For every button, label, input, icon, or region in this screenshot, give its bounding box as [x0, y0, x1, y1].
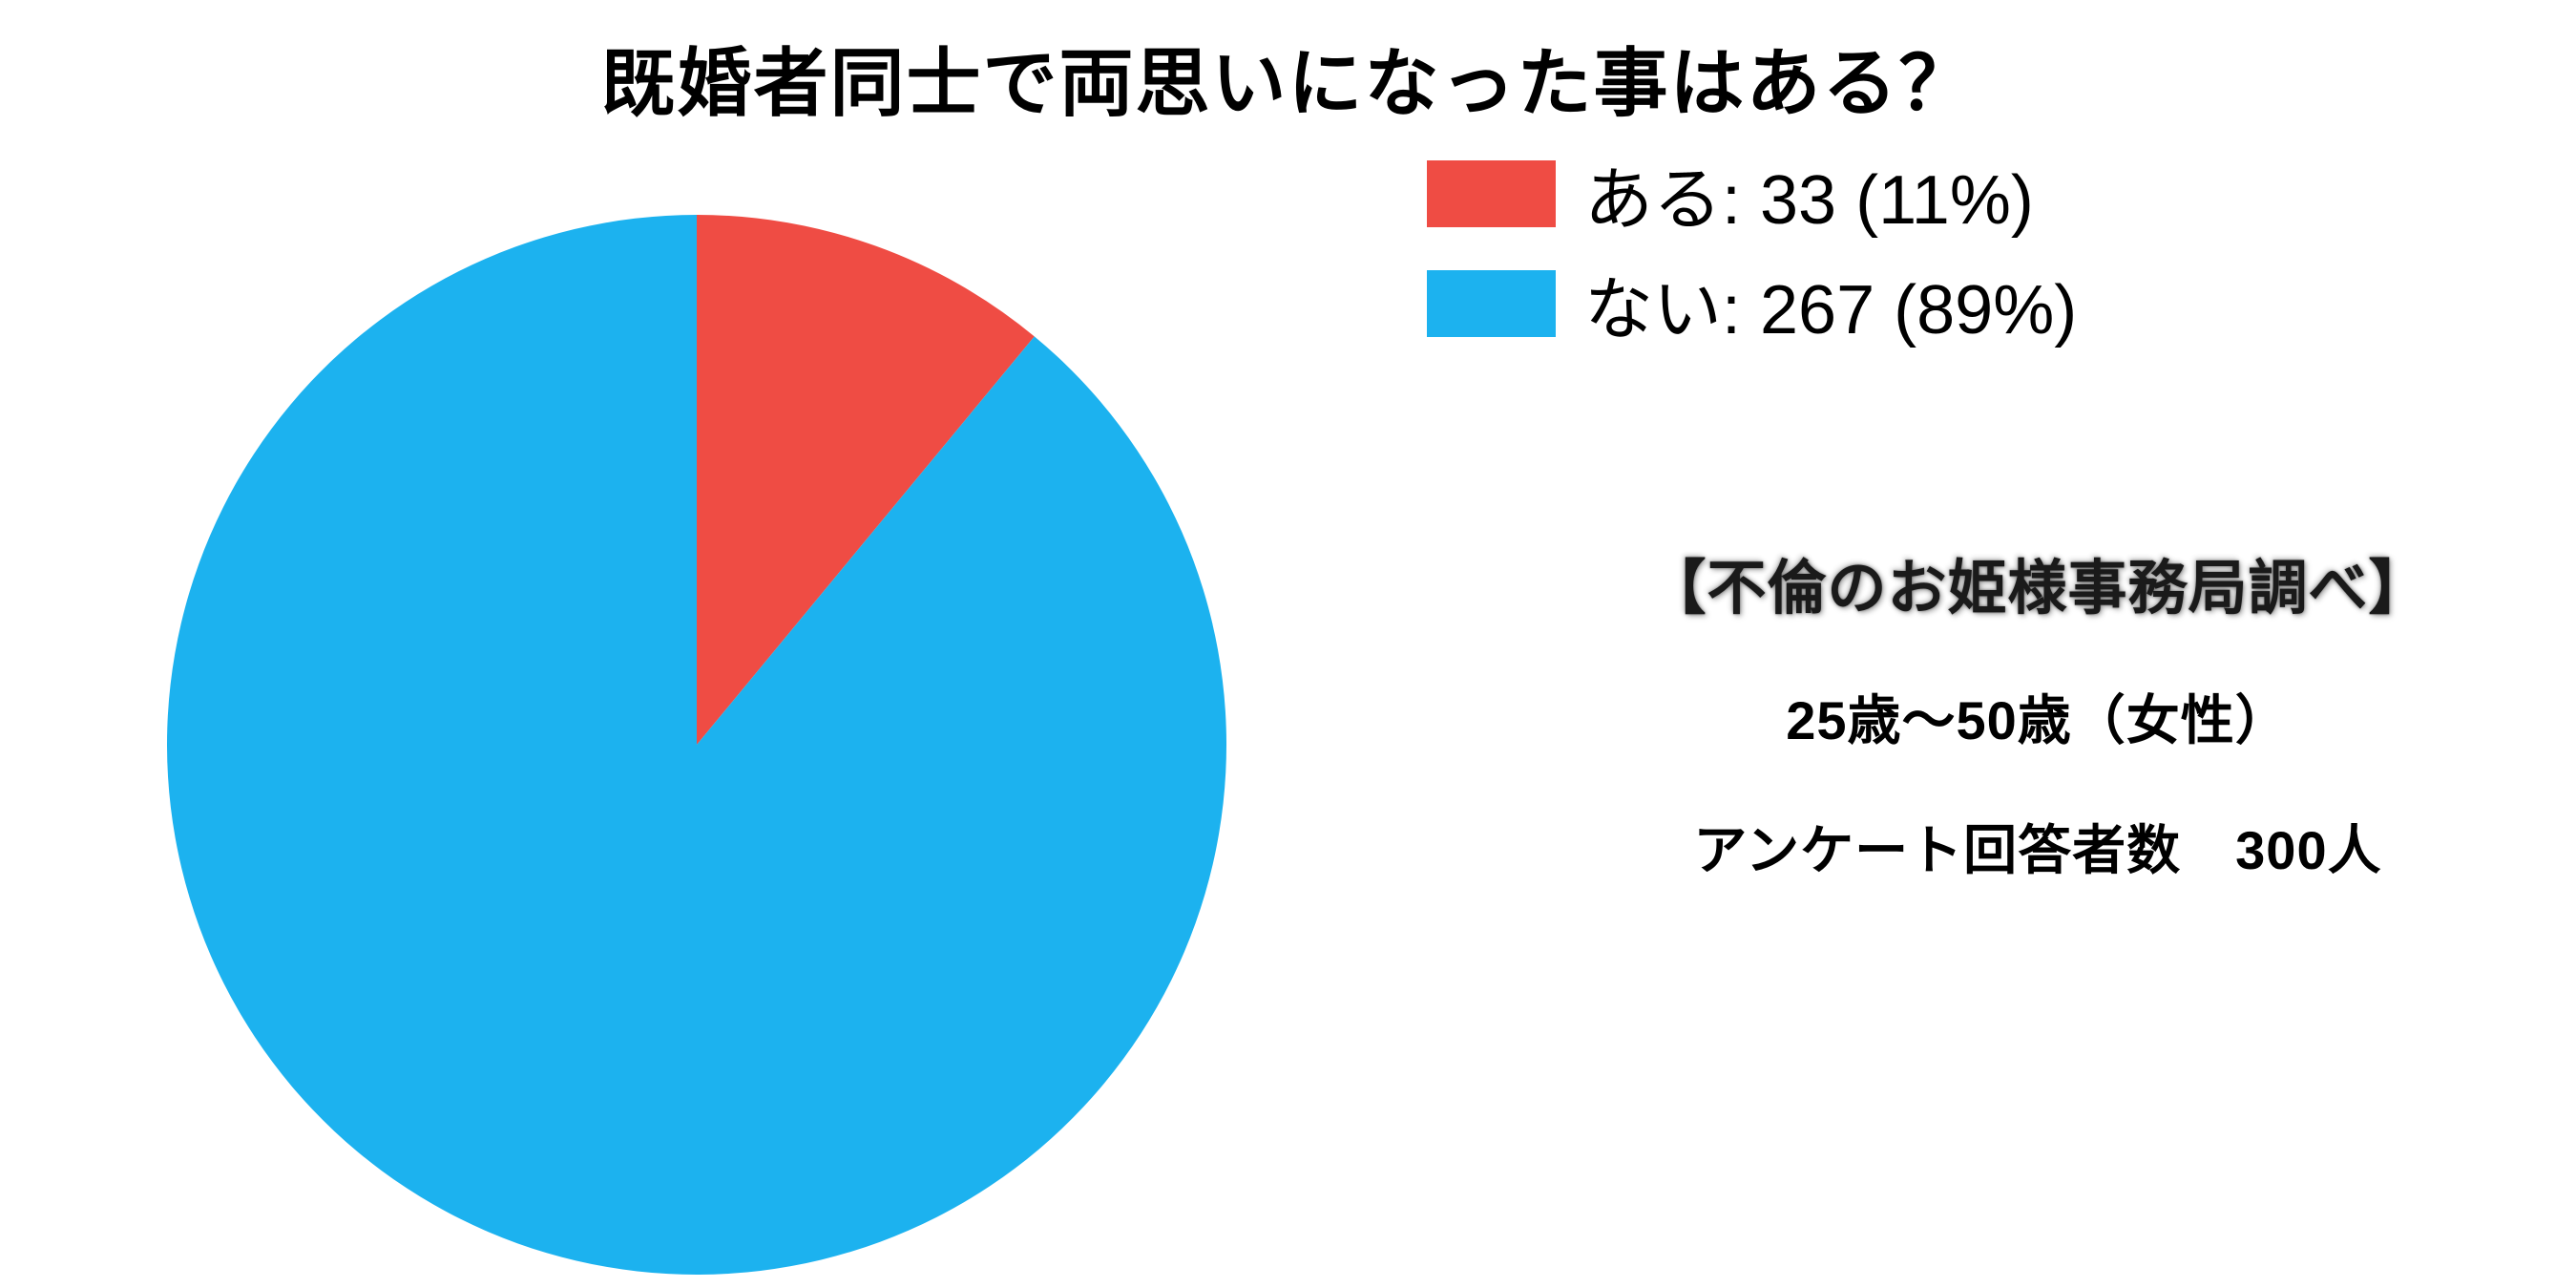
legend-item-aru: ある: 33 (11%) — [1427, 143, 2077, 243]
credit-source: 【不倫のお姫様事務局調べ】 — [1646, 539, 2428, 625]
chart-stage: 既婚者同士で両思いになった事はある？ ある: 33 (11%)ない: 267 (… — [0, 0, 2576, 1288]
pie-svg — [167, 215, 1226, 1275]
legend-label-nai: ない: 267 (89%) — [1584, 253, 2077, 353]
credit-demographic: 25歳～50歳（女性） — [1786, 678, 2290, 755]
legend-swatch-nai — [1427, 270, 1556, 337]
pie-slice-nai — [167, 215, 1226, 1275]
legend-swatch-aru — [1427, 160, 1556, 227]
legend: ある: 33 (11%)ない: 267 (89%) — [1427, 143, 2077, 353]
chart-title: 既婚者同士で両思いになった事はある？ — [0, 24, 2576, 131]
credit-respondents: アンケート回答者数 300人 — [1693, 808, 2381, 885]
pie-chart — [167, 215, 1226, 1275]
credit-block: 【不倫のお姫様事務局調べ】 25歳～50歳（女性） アンケート回答者数 300人 — [1537, 539, 2539, 885]
legend-item-nai: ない: 267 (89%) — [1427, 253, 2077, 353]
legend-label-aru: ある: 33 (11%) — [1584, 143, 2034, 243]
